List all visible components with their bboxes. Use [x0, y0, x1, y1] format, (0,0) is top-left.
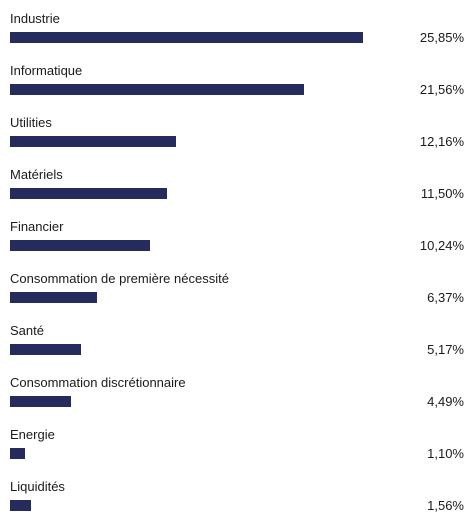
- bar: [10, 448, 25, 459]
- bar-row: Financier 10,24%: [0, 219, 466, 271]
- bar: [10, 32, 363, 43]
- bar-row: Consommation discrétionnaire 4,49%: [0, 375, 466, 427]
- value-label: 4,49%: [427, 394, 464, 409]
- value-label: 6,37%: [427, 290, 464, 305]
- value-label: 11,50%: [420, 186, 464, 201]
- value-label: 5,17%: [427, 342, 464, 357]
- bar-row: Liquidités 1,56%: [0, 479, 466, 531]
- category-label: Santé: [10, 323, 44, 338]
- bar: [10, 84, 304, 95]
- value-label: 1,10%: [427, 446, 464, 461]
- value-label: 25,85%: [419, 30, 464, 45]
- category-label: Informatique: [10, 63, 83, 78]
- category-label: Financier: [10, 219, 64, 234]
- bar: [10, 396, 71, 407]
- bar-row: Industrie 25,85%: [0, 11, 466, 63]
- value-label: 10,24%: [419, 238, 464, 253]
- bar: [10, 292, 97, 303]
- bar: [10, 500, 31, 511]
- category-label: Matériels: [10, 167, 63, 182]
- bar-row: Informatique 21,56%: [0, 63, 466, 115]
- bar: [10, 344, 81, 355]
- bar-row: Energie 1,10%: [0, 427, 466, 479]
- category-label: Industrie: [10, 11, 60, 26]
- category-label: Energie: [10, 427, 55, 442]
- sector-allocation-chart: Industrie 25,85% Informatique 21,56% Utiliti…: [0, 11, 466, 513]
- bar-row: Matériels 11,50%: [0, 167, 466, 219]
- category-label: Consommation discrétionnaire: [10, 375, 186, 390]
- value-label: 12,16%: [419, 134, 464, 149]
- category-label: Utilities: [10, 115, 52, 130]
- category-label: Liquidités: [10, 479, 65, 494]
- category-label: Consommation de première nécessité: [10, 271, 229, 286]
- bar-row: Utilities 12,16%: [0, 115, 466, 167]
- value-label: 21,56%: [419, 82, 464, 97]
- bar: [10, 136, 176, 147]
- bar: [10, 240, 150, 251]
- bar-row: Santé 5,17%: [0, 323, 466, 375]
- bar-row: Consommation de première nécessité 6,37%: [0, 271, 466, 323]
- value-label: 1,56%: [427, 498, 464, 513]
- bar: [10, 188, 167, 199]
